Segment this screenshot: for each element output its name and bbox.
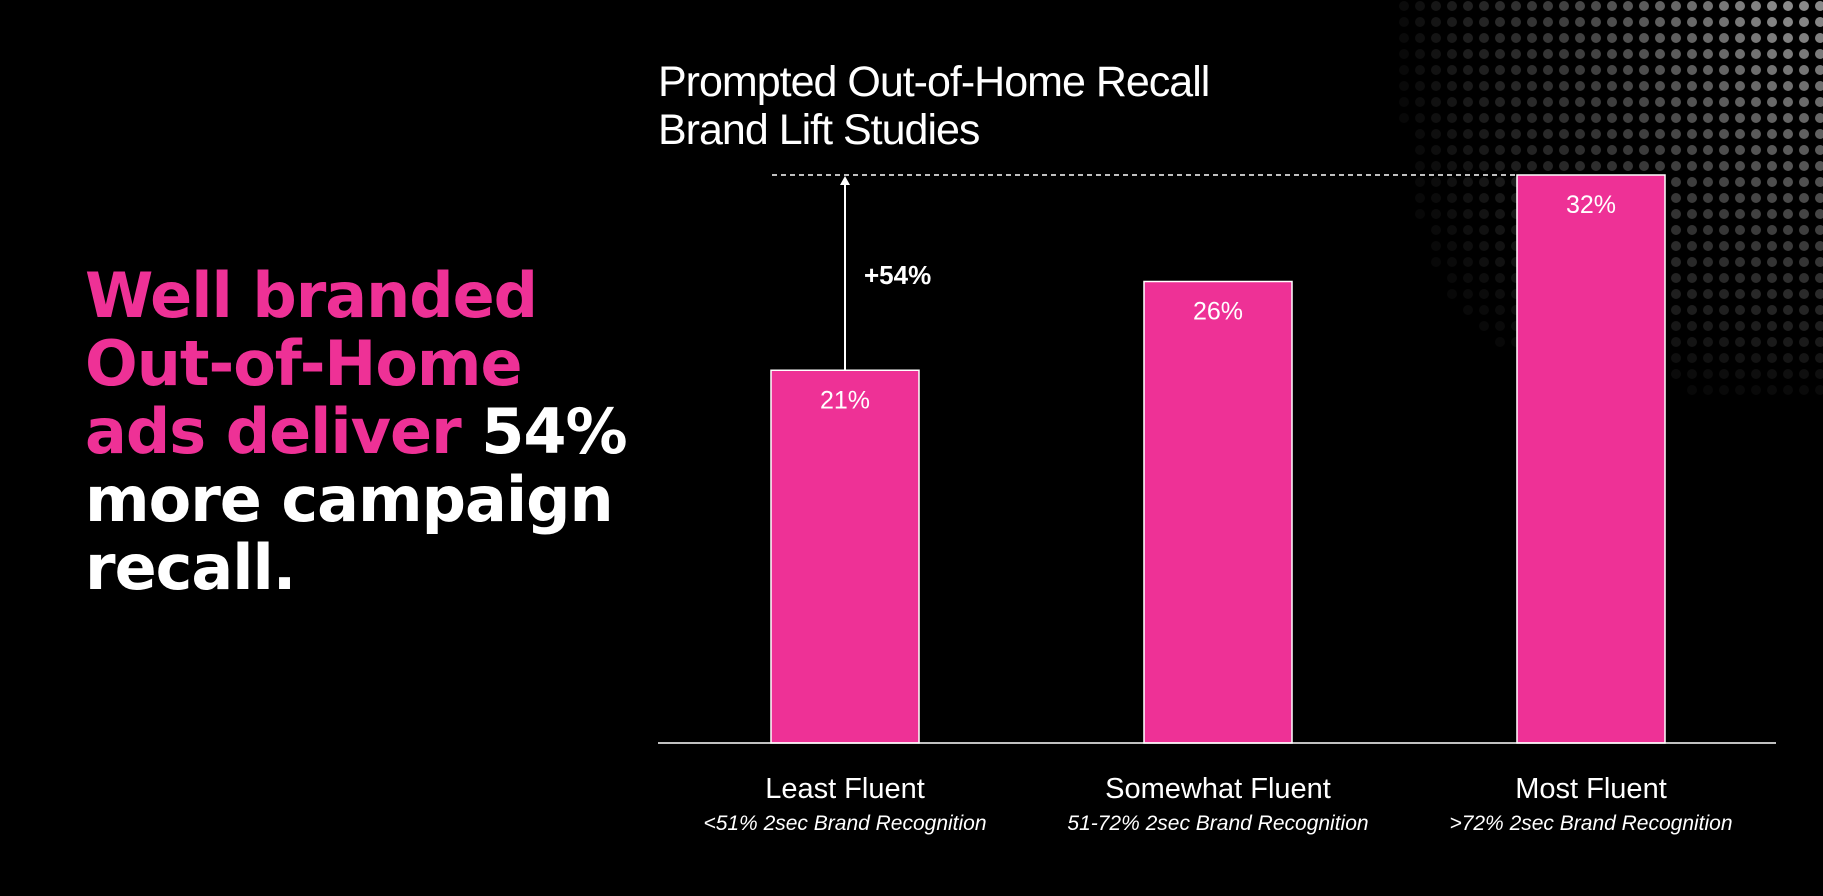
growth-annotation: +54% xyxy=(864,260,931,290)
category-label-3: Most Fluent xyxy=(1515,773,1667,805)
category-label-1: Least Fluent xyxy=(765,773,925,805)
headline-line-2: Out-of-Home xyxy=(85,327,523,400)
headline-line-5: recall. xyxy=(85,531,296,604)
bar-value-label-2: 26% xyxy=(1193,298,1243,326)
chart-title: Prompted Out-of-Home Recall Brand Lift S… xyxy=(658,58,1210,154)
bar-value-label-3: 32% xyxy=(1566,191,1616,219)
category-subtitle-3: >72% 2sec Brand Recognition xyxy=(1449,812,1733,835)
chart-title-line-1: Prompted Out-of-Home Recall xyxy=(658,58,1210,106)
bar-3 xyxy=(1516,174,1666,744)
arrow-head-icon xyxy=(840,176,850,185)
headline-line-3: ads deliver 54% xyxy=(85,398,645,466)
bar-2 xyxy=(1143,280,1293,744)
category-subtitle-2: 51-72% 2sec Brand Recognition xyxy=(1067,812,1369,835)
headline-line-3-pink: ads deliver xyxy=(85,395,462,468)
category-label-2: Somewhat Fluent xyxy=(1105,773,1331,805)
headline-line-4: more campaign xyxy=(85,463,614,536)
headline-stat: 54% xyxy=(481,395,627,468)
headline-line-1: Well branded xyxy=(85,259,538,332)
category-subtitle-1: <51% 2sec Brand Recognition xyxy=(703,812,987,835)
chart-title-line-2: Brand Lift Studies xyxy=(658,106,980,154)
headline: Well branded Out-of-Home ads deliver 54%… xyxy=(85,262,645,602)
bar-value-label-1: 21% xyxy=(820,386,870,414)
bar-1 xyxy=(770,369,920,744)
